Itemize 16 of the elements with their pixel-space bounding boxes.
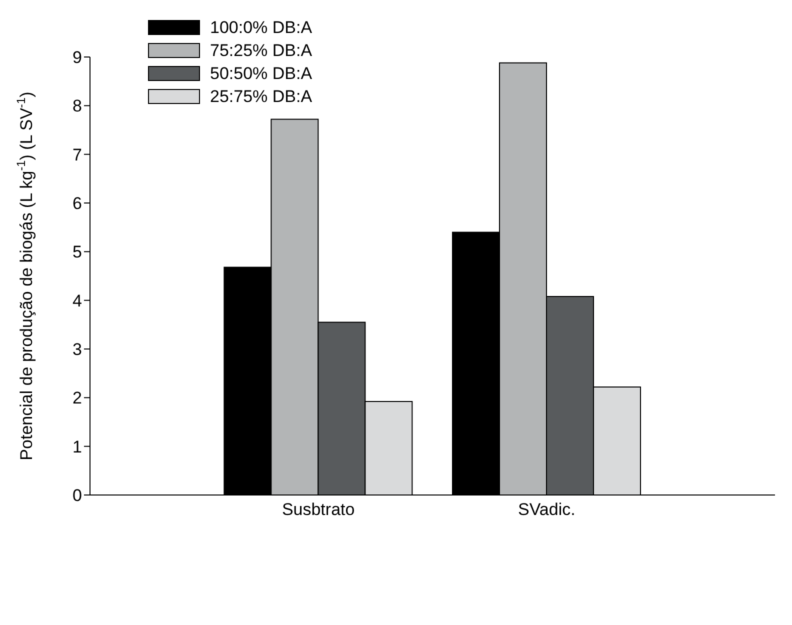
- y-tick-label: 0: [72, 486, 82, 506]
- legend-label: 50:50% DB:A: [210, 64, 312, 84]
- legend-label: 75:25% DB:A: [210, 40, 312, 60]
- y-tick-label: 4: [72, 291, 82, 310]
- y-tick-label: 9: [72, 48, 82, 68]
- x-tick-label: SVadic.: [518, 500, 576, 520]
- y-tick-label: 6: [72, 194, 82, 214]
- y-tick-label: 3: [72, 340, 82, 360]
- y-tick-label: 1: [72, 437, 82, 456]
- legend-label: 25:75% DB:A: [210, 86, 312, 106]
- y-tick-label: 5: [72, 242, 82, 262]
- y-tick-label: 2: [72, 388, 82, 408]
- y-tick-label: 8: [72, 96, 82, 116]
- y-tick-label: 7: [72, 145, 82, 164]
- legend-label: 100:0% DB:A: [210, 18, 312, 38]
- x-tick-label: Susbtrato: [282, 500, 355, 520]
